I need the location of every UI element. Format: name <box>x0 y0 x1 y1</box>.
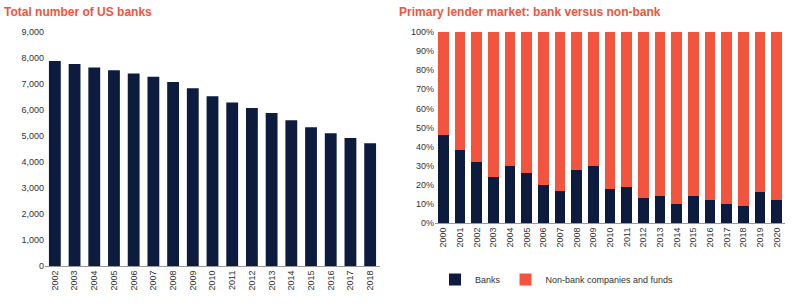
svg-text:2014: 2014 <box>672 228 682 248</box>
svg-text:0: 0 <box>39 261 44 271</box>
svg-text:2009: 2009 <box>588 228 598 248</box>
svg-text:80%: 80% <box>416 65 434 75</box>
svg-text:Primary lender market: bank ve: Primary lender market: bank versus non-b… <box>399 5 661 19</box>
svg-text:9,000: 9,000 <box>21 27 44 37</box>
svg-text:20%: 20% <box>416 180 434 190</box>
svg-text:2015: 2015 <box>688 228 698 248</box>
svg-text:7,000: 7,000 <box>21 79 44 89</box>
svg-text:2011: 2011 <box>227 271 237 290</box>
svg-text:1,000: 1,000 <box>21 235 44 245</box>
svg-text:2000: 2000 <box>438 228 448 248</box>
svg-text:2016: 2016 <box>705 228 715 248</box>
svg-text:2008: 2008 <box>572 228 582 248</box>
svg-text:2001: 2001 <box>455 228 465 248</box>
svg-text:2004: 2004 <box>505 228 515 248</box>
svg-text:3,000: 3,000 <box>21 183 44 193</box>
svg-text:2002: 2002 <box>472 228 482 248</box>
svg-text:2,000: 2,000 <box>21 209 44 219</box>
svg-text:2010: 2010 <box>605 228 615 248</box>
svg-text:Total number of US banks: Total number of US banks <box>4 5 152 19</box>
svg-text:2002: 2002 <box>50 271 60 291</box>
svg-text:2013: 2013 <box>655 228 665 248</box>
svg-text:6,000: 6,000 <box>21 105 44 115</box>
svg-text:90%: 90% <box>416 46 434 56</box>
svg-text:50%: 50% <box>416 123 434 133</box>
svg-text:2018: 2018 <box>738 228 748 248</box>
svg-text:2017: 2017 <box>722 228 732 248</box>
svg-text:2005: 2005 <box>522 228 532 248</box>
svg-text:2010: 2010 <box>207 271 217 291</box>
svg-text:2006: 2006 <box>538 228 548 248</box>
svg-text:2009: 2009 <box>188 271 198 291</box>
svg-text:2006: 2006 <box>129 271 139 291</box>
svg-text:2007: 2007 <box>148 271 158 291</box>
svg-text:2017: 2017 <box>345 271 355 291</box>
svg-text:2018: 2018 <box>365 271 375 291</box>
svg-text:2012: 2012 <box>638 228 648 248</box>
svg-text:2003: 2003 <box>488 228 498 248</box>
svg-text:10%: 10% <box>416 199 434 209</box>
svg-text:5,000: 5,000 <box>21 131 44 141</box>
svg-text:60%: 60% <box>416 104 434 114</box>
svg-text:Non-bank companies and funds: Non-bank companies and funds <box>546 275 674 285</box>
svg-text:2007: 2007 <box>555 228 565 248</box>
svg-text:2005: 2005 <box>109 271 119 291</box>
svg-text:Banks: Banks <box>475 275 501 285</box>
svg-text:30%: 30% <box>416 161 434 171</box>
svg-text:2012: 2012 <box>247 271 257 291</box>
svg-text:40%: 40% <box>416 142 434 152</box>
svg-text:2008: 2008 <box>168 271 178 291</box>
svg-text:70%: 70% <box>416 84 434 94</box>
svg-text:2019: 2019 <box>755 228 765 248</box>
svg-text:2011: 2011 <box>622 228 632 247</box>
svg-text:100%: 100% <box>411 27 434 37</box>
svg-text:2020: 2020 <box>772 228 782 248</box>
svg-text:2013: 2013 <box>267 271 277 291</box>
svg-text:2014: 2014 <box>286 271 296 291</box>
svg-text:2016: 2016 <box>326 271 336 291</box>
svg-text:2003: 2003 <box>69 271 79 291</box>
svg-text:4,000: 4,000 <box>21 157 44 167</box>
svg-text:8,000: 8,000 <box>21 53 44 63</box>
svg-text:2015: 2015 <box>306 271 316 291</box>
svg-text:2004: 2004 <box>89 271 99 291</box>
svg-text:0%: 0% <box>421 218 434 228</box>
